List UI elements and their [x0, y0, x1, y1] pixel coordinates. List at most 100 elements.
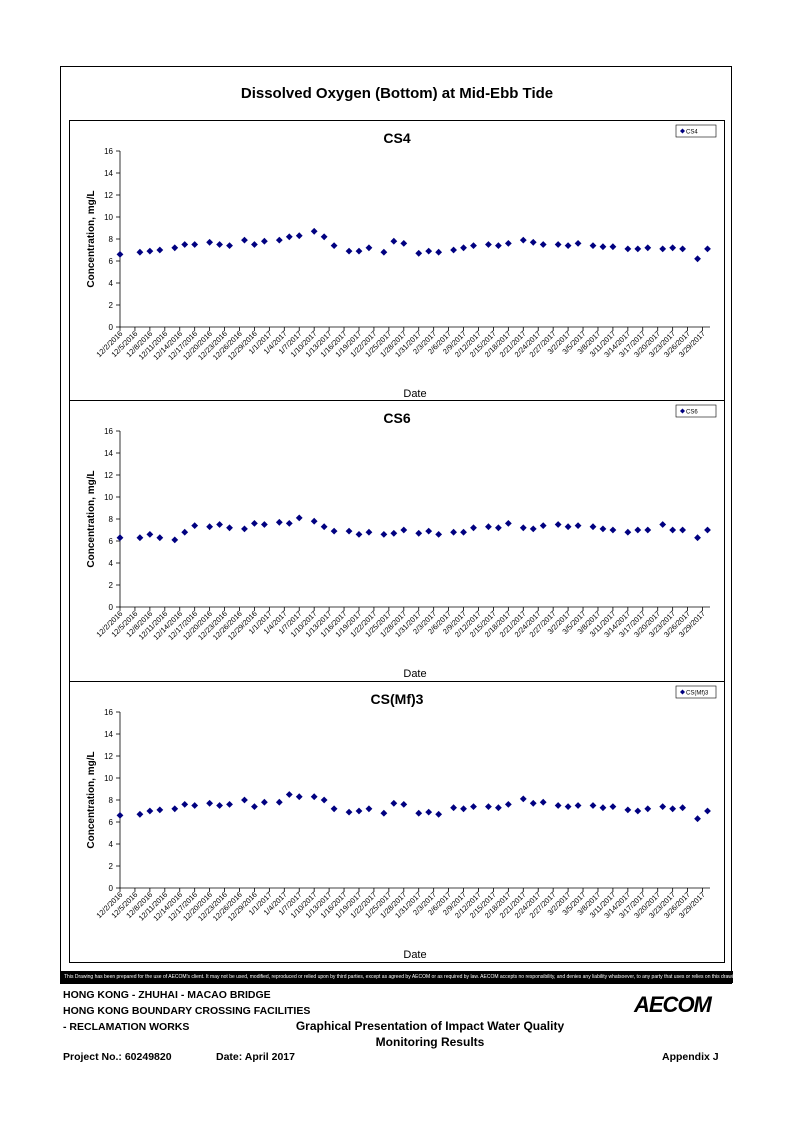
data-point — [216, 521, 223, 528]
y-axis-title: Concentration, mg/L — [86, 470, 97, 567]
data-point — [519, 795, 527, 803]
y-tick-label: 6 — [109, 537, 114, 546]
y-tick-label: 16 — [104, 147, 113, 156]
data-point — [679, 526, 687, 534]
data-point — [171, 805, 179, 813]
chart-title: CS6 — [383, 410, 410, 426]
data-point — [494, 242, 502, 249]
data-point — [181, 241, 189, 248]
data-point — [251, 520, 258, 527]
data-point — [390, 237, 398, 245]
data-point — [400, 526, 408, 534]
x-axis-title: Date — [403, 949, 426, 961]
data-point — [260, 237, 268, 245]
data-point — [574, 522, 582, 529]
data-point — [226, 801, 233, 808]
data-point — [226, 242, 233, 249]
data-point — [659, 245, 667, 253]
y-tick-label: 4 — [109, 840, 114, 849]
data-point — [251, 241, 258, 248]
legend-label: CS4 — [686, 130, 698, 136]
data-point — [380, 809, 388, 817]
data-point — [679, 245, 687, 253]
data-point — [425, 247, 433, 255]
data-point — [470, 242, 477, 249]
data-point — [574, 802, 582, 809]
y-tick-label: 10 — [104, 493, 113, 502]
data-point — [554, 802, 562, 809]
data-point — [589, 523, 597, 531]
report-heading-2: Monitoring Results — [375, 1035, 485, 1049]
report-heading-1: Graphical Presentation of Impact Water Q… — [295, 1019, 565, 1033]
page-title: Dissolved Oxygen (Bottom) at Mid-Ebb Tid… — [240, 85, 554, 102]
legend: CS6 — [675, 404, 717, 418]
data-point — [599, 804, 607, 812]
data-point — [275, 236, 283, 244]
data-point — [171, 536, 179, 544]
y-tick-label: 14 — [104, 730, 113, 739]
data-point — [485, 523, 492, 531]
data-point — [181, 528, 189, 536]
data-point — [295, 514, 303, 522]
y-tick-label: 16 — [104, 708, 113, 717]
data-point — [380, 248, 388, 256]
data-point — [529, 799, 537, 807]
data-point — [450, 246, 457, 254]
data-point — [634, 807, 642, 815]
data-point — [634, 245, 642, 253]
y-tick-label: 4 — [109, 279, 114, 288]
data-point — [295, 232, 303, 240]
data-point — [704, 807, 711, 815]
y-axis-title: Concentration, mg/L — [86, 751, 97, 848]
data-point — [390, 799, 398, 807]
data-point — [519, 524, 527, 532]
legend-box — [675, 404, 717, 418]
data-point — [156, 534, 164, 542]
y-tick-label: 12 — [104, 471, 113, 480]
footer-line3: - RECLAMATION WORKS — [63, 1021, 190, 1033]
data-point — [330, 527, 338, 535]
data-point — [241, 236, 248, 244]
data-point — [156, 806, 164, 814]
data-point — [634, 526, 642, 534]
legend-box — [675, 124, 717, 138]
y-tick-label: 12 — [104, 752, 113, 761]
data-point — [504, 240, 512, 247]
legend-box — [675, 685, 717, 699]
data-point — [241, 796, 248, 804]
data-point — [275, 798, 283, 806]
data-point — [191, 522, 199, 529]
data-point — [241, 525, 248, 533]
legend-marker — [680, 128, 685, 134]
legend-marker — [680, 689, 685, 695]
data-point — [659, 803, 667, 810]
data-point — [435, 531, 443, 538]
data-point — [400, 240, 408, 247]
y-tick-label: 14 — [104, 169, 113, 178]
y-tick-label: 6 — [109, 818, 114, 827]
y-tick-label: 2 — [109, 862, 114, 871]
appendix-label: Appendix J — [662, 1051, 719, 1063]
data-point — [679, 804, 687, 812]
y-tick-label: 0 — [109, 884, 114, 893]
data-point — [659, 521, 667, 528]
data-point — [181, 801, 189, 808]
data-point — [226, 524, 233, 532]
legend-label: CS(Mf)3 — [686, 691, 709, 697]
data-point — [415, 529, 423, 537]
y-tick-label: 0 — [109, 603, 114, 612]
aecom-logo: AECOM — [634, 992, 712, 1017]
chart-title: CS4 — [383, 130, 410, 146]
data-point — [564, 242, 572, 249]
data-point — [624, 806, 632, 814]
data-point — [669, 244, 677, 252]
data-point — [400, 801, 408, 808]
data-point — [624, 245, 632, 253]
data-point — [609, 526, 617, 534]
data-point — [260, 521, 268, 528]
data-point — [345, 808, 353, 816]
data-point — [435, 248, 443, 256]
data-point — [365, 528, 373, 536]
data-point — [136, 534, 144, 542]
data-point — [574, 240, 582, 247]
